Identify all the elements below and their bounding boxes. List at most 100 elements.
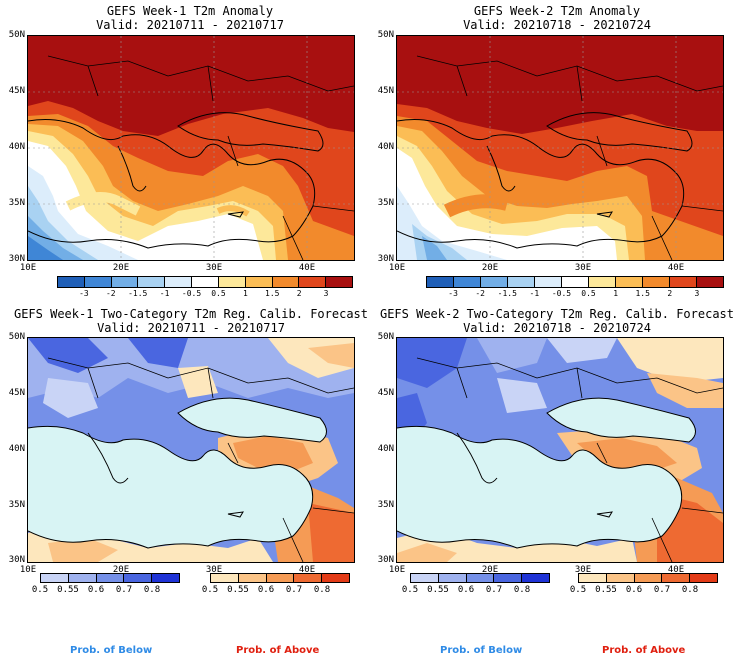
cbar1-tick-0: -3 [79, 289, 89, 298]
cbar2-tick-8: 2 [667, 289, 673, 298]
map4-lat-30n: 30N [377, 555, 394, 565]
cbar2-bin-3 [508, 277, 535, 287]
cbar1-bin-4 [165, 277, 193, 287]
map4-lat-35n: 35N [377, 500, 394, 510]
map-week2-anomaly [396, 35, 724, 261]
cbar1-bin-5 [192, 277, 219, 287]
p1-above-tick-2: 0.6 [257, 585, 275, 595]
p2-below-0 [411, 574, 439, 582]
p1-above-1 [238, 574, 267, 582]
cbar2-bin-9 [670, 277, 697, 287]
cbar1-tick-8: 2 [296, 289, 302, 298]
cbar1-tick-3: -1 [159, 289, 170, 298]
cbar1-tick-5: 0.5 [211, 289, 226, 298]
map2-lat-40n: 40N [377, 142, 394, 152]
map4-lon-10e: 10E [388, 565, 406, 575]
map-week1-anomaly [27, 35, 355, 261]
cbar2-bin-8 [643, 277, 670, 287]
cbar2-tick-7: 1.5 [635, 289, 650, 298]
p1-above-tick-1: 0.55 [227, 585, 249, 595]
p2-above-tick-1: 0.55 [595, 585, 617, 595]
map3-lat-45n: 45N [8, 388, 25, 398]
cbar2-bin-1 [454, 277, 481, 287]
footer-below-1: Prob. of Below [70, 645, 153, 656]
p2-above-tick-2: 0.6 [625, 585, 643, 595]
cbar2-tick-4: -0.5 [551, 289, 572, 298]
map2-lat-30n: 30N [377, 254, 394, 264]
p1-below-tick-3: 0.7 [115, 585, 133, 595]
p1-above-4 [322, 574, 349, 582]
map4-lon-20e: 20E [481, 565, 499, 575]
p1-above-tick-3: 0.7 [285, 585, 303, 595]
anomaly-colorbar-2 [426, 276, 724, 288]
p1-below-tick-1: 0.55 [57, 585, 79, 595]
map3-lon-20e: 20E [112, 565, 130, 575]
map-week2-probability [396, 337, 724, 563]
p1-below-1 [68, 574, 97, 582]
cbar1-bin-10 [326, 277, 352, 287]
cbar2-bin-7 [616, 277, 643, 287]
map2-lon-10e: 10E [388, 263, 406, 273]
p2-below-tick-0: 0.5 [401, 585, 419, 595]
cbar1-tick-2: -1.5 [128, 289, 148, 298]
p2-above-2 [634, 574, 663, 582]
cbar1-bin-9 [299, 277, 327, 287]
p2-below-tick-4: 0.8 [513, 585, 531, 595]
cbar2-bin-4 [535, 277, 562, 287]
map4-lat-45n: 45N [377, 388, 394, 398]
p2-below-2 [466, 574, 495, 582]
prob-below-colorbar-2 [410, 573, 550, 583]
prob-above-colorbar-2 [578, 573, 718, 583]
p1-below-4 [152, 574, 179, 582]
p2-above-0 [579, 574, 607, 582]
cbar2-bin-2 [481, 277, 508, 287]
map3-lon-40e: 40E [298, 565, 316, 575]
map1-lon-30e: 30E [205, 263, 223, 273]
cbar2-tick-5: 0.5 [581, 289, 596, 298]
map2-lon-40e: 40E [667, 263, 685, 273]
cbar2-bin-0 [427, 277, 454, 287]
map3-lat-30n: 30N [8, 555, 25, 565]
cbar1-bin-3 [138, 277, 166, 287]
map1-lat-30n: 30N [8, 254, 25, 264]
map2-lat-45n: 45N [377, 86, 394, 96]
map3-lon-10e: 10E [19, 565, 37, 575]
map1-lon-40e: 40E [298, 263, 316, 273]
map4-lat-40n: 40N [377, 444, 394, 454]
cbar2-tick-3: -1 [529, 289, 540, 298]
cbar1-tick-7: 1.5 [265, 289, 280, 298]
footer-above-2: Prob. of Above [602, 645, 686, 656]
cbar2-bin-10 [697, 277, 723, 287]
p2-below-tick-1: 0.55 [427, 585, 449, 595]
map3-lat-35n: 35N [8, 500, 25, 510]
panel-4-title: GEFS Week-2 Two-Category T2m Reg. Calib.… [379, 307, 734, 335]
map3-lon-30e: 30E [205, 565, 223, 575]
p1-below-tick-2: 0.6 [87, 585, 105, 595]
cbar2-tick-2: -1.5 [497, 289, 517, 298]
prob-below-colorbar-1 [40, 573, 180, 583]
p1-above-3 [294, 574, 323, 582]
panel-2-title: GEFS Week-2 T2m Anomaly Valid: 20210718 -… [463, 4, 651, 32]
map4-lon-30e: 30E [574, 565, 592, 575]
p2-above-3 [662, 574, 691, 582]
p2-above-tick-4: 0.8 [681, 585, 699, 595]
cbar1-tick-4: -0.5 [181, 289, 202, 298]
cbar2-tick-1: -2 [475, 289, 485, 298]
map2-lon-20e: 20E [481, 263, 499, 273]
p2-above-tick-3: 0.7 [653, 585, 671, 595]
p1-above-tick-4: 0.8 [313, 585, 331, 595]
anomaly-colorbar-1 [57, 276, 353, 288]
map1-lon-20e: 20E [112, 263, 130, 273]
map2-lat-35n: 35N [377, 198, 394, 208]
map3-lat-40n: 40N [8, 444, 25, 454]
p1-below-tick-0: 0.5 [31, 585, 49, 595]
cbar1-tick-6: 1 [242, 289, 248, 298]
map4-lat-50n: 50N [377, 332, 394, 342]
p2-below-tick-2: 0.6 [457, 585, 475, 595]
cbar1-bin-2 [111, 277, 139, 287]
panel-3-title: GEFS Week-1 Two-Category T2m Reg. Calib.… [13, 307, 368, 335]
p2-below-4 [522, 574, 549, 582]
p2-above-tick-0: 0.5 [569, 585, 587, 595]
p2-below-3 [494, 574, 523, 582]
map1-lat-40n: 40N [8, 142, 25, 152]
